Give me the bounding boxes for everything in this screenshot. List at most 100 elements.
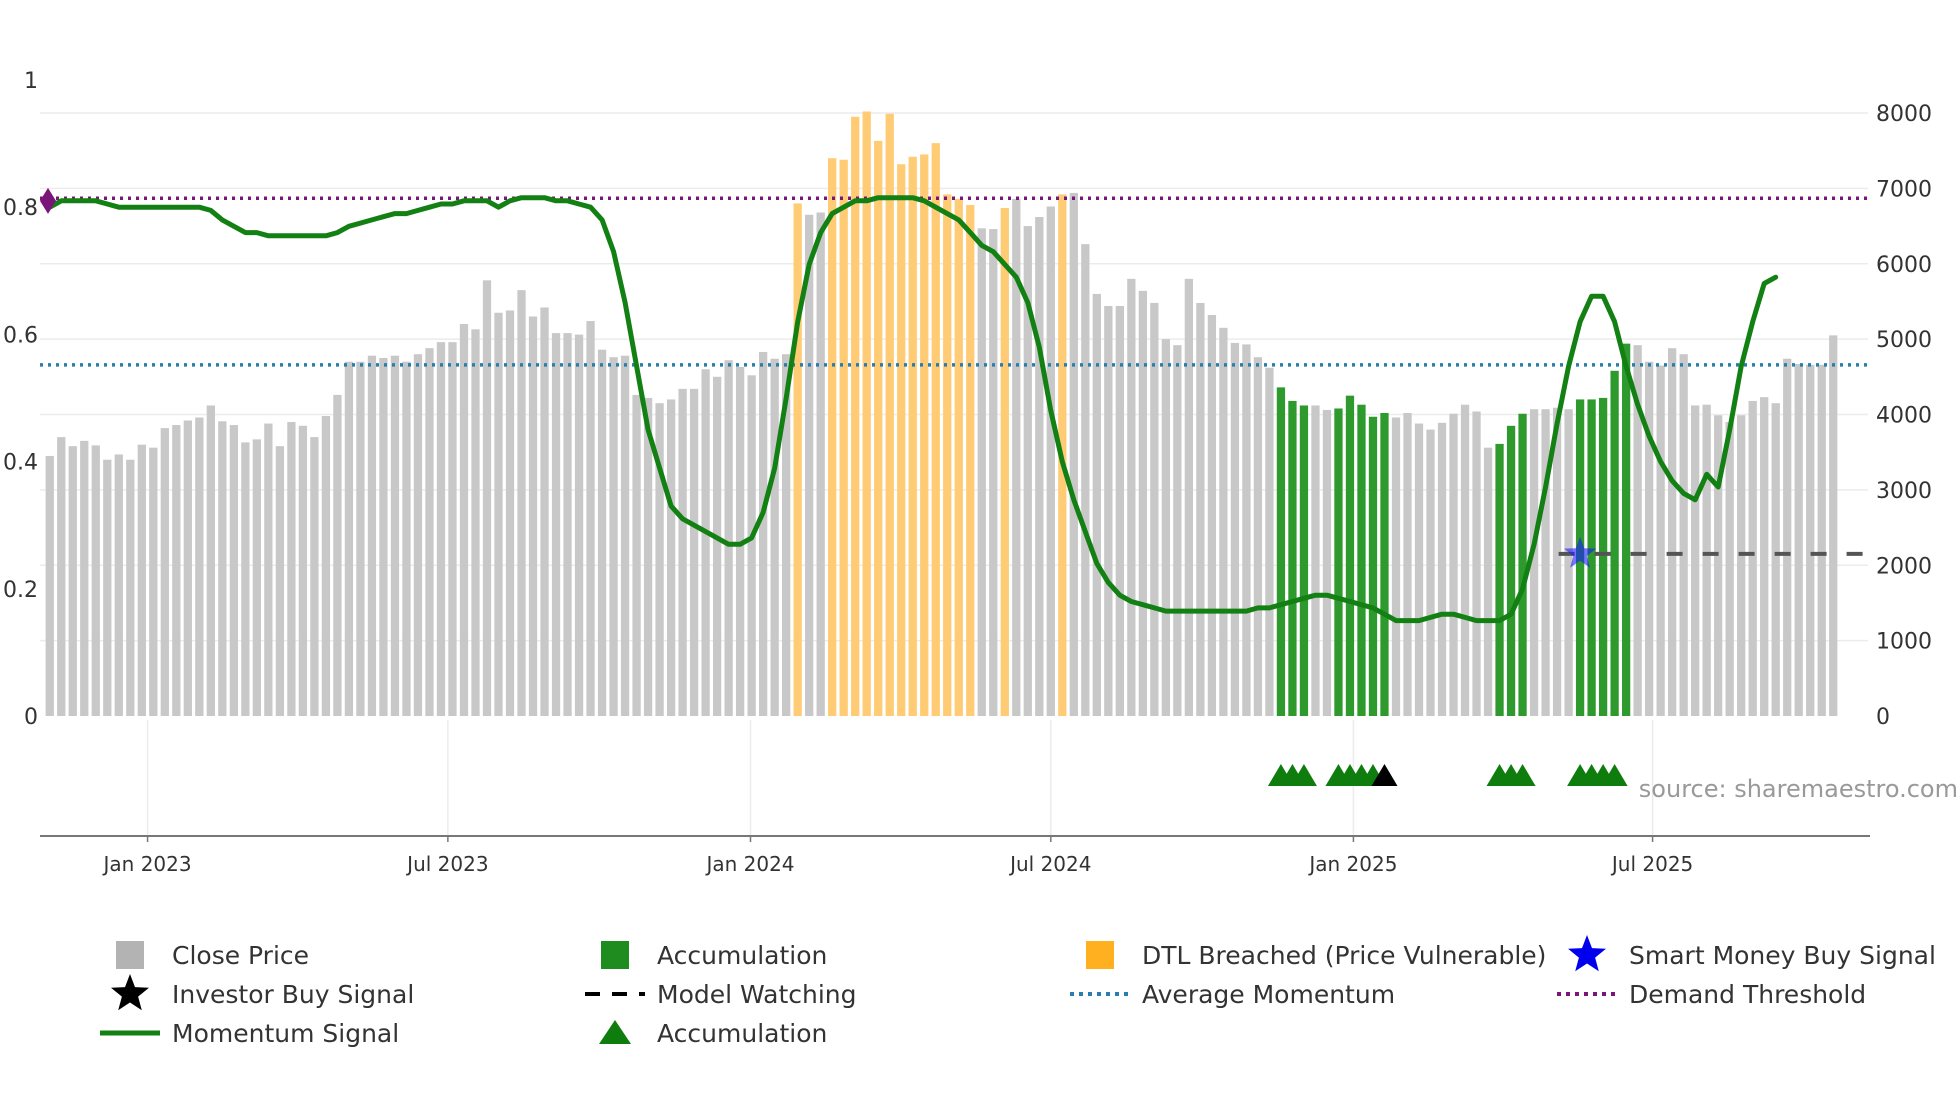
price-bar (1230, 342, 1240, 716)
left-tick-label: 0.6 (3, 323, 38, 348)
price-bar (149, 447, 158, 716)
price-bar (517, 290, 526, 716)
price-bar (1265, 367, 1274, 716)
price-bar (1334, 408, 1343, 716)
price-bar (321, 416, 331, 716)
price-bar (1760, 397, 1769, 716)
price-bar (1783, 358, 1792, 716)
legend-item: Accumulation (599, 1019, 827, 1048)
price-bar (1771, 403, 1780, 716)
price-bar (356, 361, 365, 716)
right-tick-label: 0 (1876, 705, 1890, 730)
price-bar (1046, 206, 1055, 716)
price-bar (218, 421, 227, 716)
price-bar (1541, 409, 1550, 716)
price-bar (91, 445, 100, 716)
price-bar (563, 333, 572, 716)
price-bar (459, 324, 469, 716)
price-bar (1633, 345, 1642, 716)
price-bar (1644, 361, 1654, 716)
price-bar (1691, 405, 1700, 716)
price-bar (805, 214, 814, 716)
price-bar (206, 405, 215, 716)
price-bar (1345, 395, 1355, 716)
price-bar (966, 204, 975, 716)
left-tick-label: 0.8 (3, 196, 38, 221)
price-bar (298, 425, 308, 716)
price-bar (712, 376, 722, 716)
price-bar (114, 454, 123, 716)
left-tick-label: 0.4 (3, 451, 38, 476)
price-bar (1426, 429, 1435, 716)
price-bar (540, 307, 549, 716)
legend-star-icon (111, 974, 149, 1011)
price-bar (1357, 404, 1366, 716)
legend-triangle-icon (599, 1020, 631, 1044)
price-bar (413, 354, 423, 716)
price-bar (977, 228, 986, 717)
legend-swatch-square (1086, 941, 1114, 969)
price-bar (724, 360, 733, 716)
price-bar (1621, 343, 1631, 716)
x-tick-label: Jul 2025 (1610, 852, 1693, 876)
price-bar (851, 116, 860, 717)
price-bar (1806, 364, 1815, 716)
price-bar (344, 361, 354, 716)
price-bar (1529, 409, 1539, 716)
right-tick-label: 1000 (1876, 630, 1932, 655)
price-bar (137, 444, 146, 716)
price-bar (45, 455, 54, 716)
price-bar (1483, 447, 1493, 716)
price-bar (1587, 399, 1596, 716)
price-bar (1253, 357, 1263, 716)
source-label: source: sharemaestro.com (1639, 775, 1958, 803)
legend-label: Close Price (172, 941, 309, 970)
accumulation-triangle-icon (1601, 764, 1628, 786)
price-bar (172, 425, 181, 716)
price-bar (1288, 400, 1297, 716)
demand-diamond-icon (40, 187, 56, 214)
price-bar (1161, 339, 1171, 716)
price-bar (252, 439, 262, 716)
legend-star-icon (1568, 935, 1606, 972)
price-bar (1403, 412, 1412, 716)
price-bar (1737, 415, 1746, 716)
right-tick-label: 8000 (1876, 102, 1932, 127)
legend-label: Accumulation (657, 1019, 827, 1048)
x-tick-label: Jan 2024 (704, 852, 794, 876)
price-bar (1242, 344, 1251, 716)
price-bar (609, 357, 618, 716)
price-bar (1276, 387, 1286, 716)
price-bar (390, 355, 400, 716)
price-bar (448, 342, 457, 716)
legend-item: Momentum Signal (100, 1019, 399, 1048)
price-bar (1748, 400, 1757, 716)
price-bar (494, 312, 503, 716)
legend-label: Demand Threshold (1629, 980, 1866, 1009)
price-bar (643, 397, 653, 716)
price-bar (1368, 416, 1378, 716)
price-bar (103, 459, 112, 716)
price-bar (241, 442, 250, 716)
price-bar (505, 310, 515, 716)
price-bar (931, 143, 940, 716)
price-bar (1173, 345, 1182, 716)
price-bar (57, 437, 66, 716)
legend-label: Momentum Signal (172, 1019, 399, 1048)
price-bar (333, 394, 342, 716)
price-bar (678, 388, 687, 716)
legend-item: Accumulation (601, 941, 827, 970)
accumulation-triangle-icon (1509, 764, 1536, 786)
price-bar (1437, 422, 1447, 716)
price-bar (425, 348, 434, 716)
legend-item: Average Momentum (1070, 980, 1395, 1009)
price-bar (759, 351, 768, 716)
legend-label: Investor Buy Signal (172, 980, 414, 1009)
price-bar (874, 140, 883, 717)
price-bar (436, 342, 446, 716)
price-bar (632, 394, 641, 716)
price-bar (1311, 405, 1320, 716)
price-bar (1184, 278, 1194, 716)
